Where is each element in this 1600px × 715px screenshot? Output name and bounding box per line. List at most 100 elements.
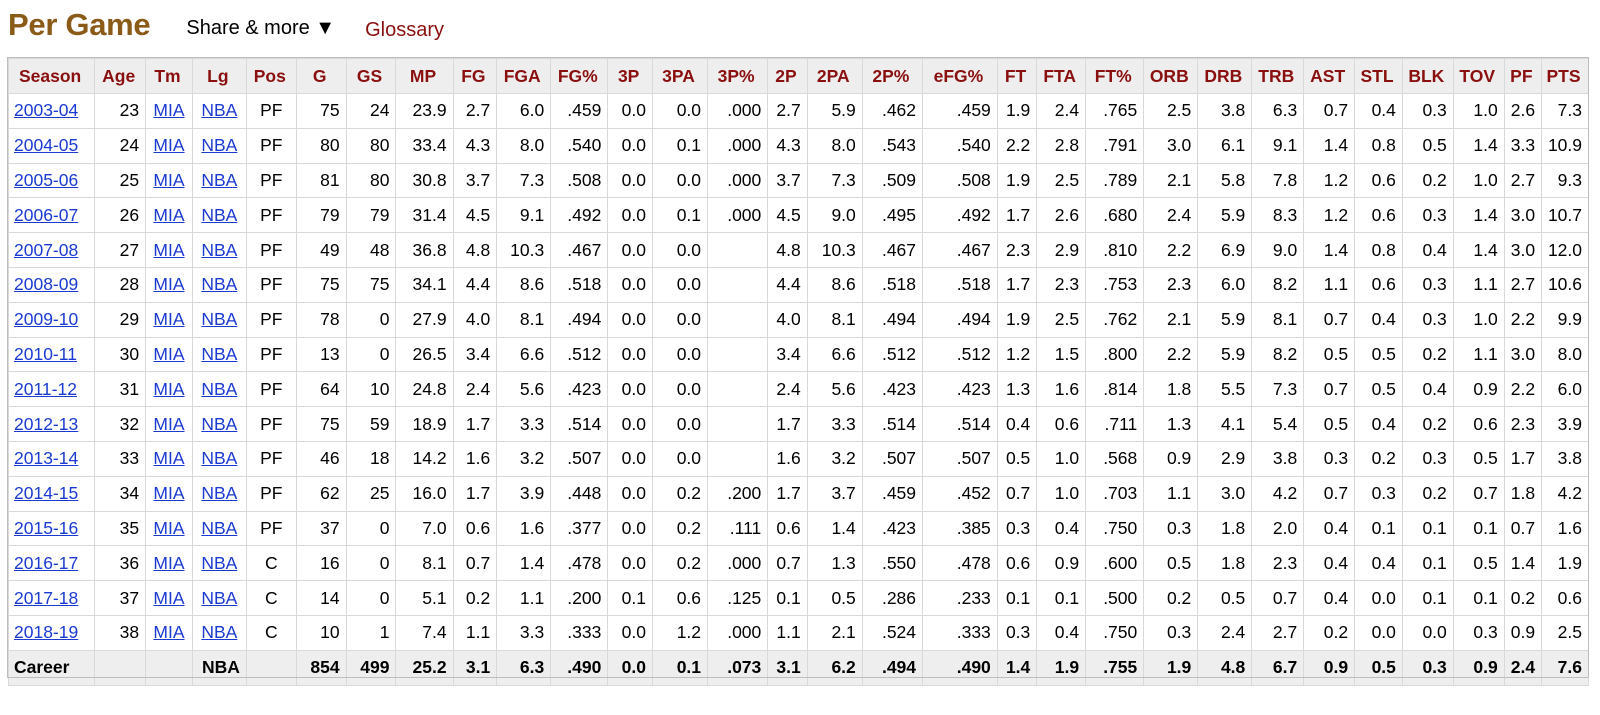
column-header-ast[interactable]: AST xyxy=(1303,58,1356,94)
column-header-pf[interactable]: PF xyxy=(1503,58,1543,94)
column-header-orb[interactable]: ORB xyxy=(1143,58,1199,94)
cell-ft-pct: .750 xyxy=(1085,510,1145,547)
team-link[interactable]: MIA xyxy=(153,274,185,295)
team-link[interactable]: MIA xyxy=(153,309,185,330)
team-link[interactable]: MIA xyxy=(153,343,185,364)
team-link[interactable]: MIA xyxy=(153,413,185,434)
cell-stl: 0.5 xyxy=(1354,336,1403,373)
cell-g: 37 xyxy=(295,510,347,547)
season-link[interactable]: 2008-09 xyxy=(14,274,79,295)
column-header-fg[interactable]: FG xyxy=(452,58,498,94)
column-header-2p-pct[interactable]: 2P% xyxy=(861,58,924,94)
cell-tm: MIA xyxy=(145,336,193,373)
season-link[interactable]: 2012-13 xyxy=(14,413,79,434)
season-link[interactable]: 2004-05 xyxy=(14,135,79,156)
column-header-season[interactable]: Season xyxy=(7,58,96,94)
team-link[interactable]: MIA xyxy=(153,204,185,225)
cell-tov: 1.0 xyxy=(1452,93,1505,129)
league-link[interactable]: NBA xyxy=(201,135,238,156)
season-link[interactable]: 2006-07 xyxy=(14,204,79,225)
league-link[interactable]: NBA xyxy=(201,343,238,364)
cell-pf: 1.8 xyxy=(1503,475,1543,512)
team-link[interactable]: MIA xyxy=(153,622,185,643)
league-link[interactable]: NBA xyxy=(201,483,238,504)
glossary-link[interactable]: Glossary xyxy=(365,18,445,41)
season-link[interactable]: 2013-14 xyxy=(14,448,79,469)
column-header-pts[interactable]: PTS xyxy=(1541,58,1589,94)
team-link[interactable]: MIA xyxy=(153,587,185,608)
team-link[interactable]: MIA xyxy=(153,100,185,121)
column-header-mp[interactable]: MP xyxy=(395,58,454,94)
league-link[interactable]: NBA xyxy=(201,413,238,434)
season-link[interactable]: 2010-11 xyxy=(14,343,77,364)
cell-tm: MIA xyxy=(145,440,193,477)
cell-ast: 0.7 xyxy=(1303,371,1356,408)
league-link[interactable]: NBA xyxy=(201,274,238,295)
league-link[interactable]: NBA xyxy=(201,378,238,399)
column-header-lg[interactable]: Lg xyxy=(191,58,247,94)
team-link[interactable]: MIA xyxy=(153,517,185,538)
league-link[interactable]: NBA xyxy=(201,517,238,538)
season-link[interactable]: 2017-18 xyxy=(14,587,79,608)
column-header-2p[interactable]: 2P xyxy=(767,58,808,94)
team-link[interactable]: MIA xyxy=(153,378,185,399)
cell-gs: 0 xyxy=(345,580,397,616)
column-header-fga[interactable]: FGA xyxy=(496,58,552,94)
league-link[interactable]: NBA xyxy=(201,169,238,190)
team-link[interactable]: MIA xyxy=(153,448,185,469)
column-header-tov[interactable]: TOV xyxy=(1452,58,1505,94)
season-link[interactable]: 2016-17 xyxy=(14,552,79,573)
column-header-blk[interactable]: BLK xyxy=(1401,58,1454,94)
team-link[interactable]: MIA xyxy=(153,483,185,504)
cell-fta: 2.5 xyxy=(1036,162,1087,199)
column-header-3pa[interactable]: 3PA xyxy=(651,58,709,94)
column-header-trb[interactable]: TRB xyxy=(1251,58,1305,94)
column-header-tm[interactable]: Tm xyxy=(145,58,193,94)
column-header-3p[interactable]: 3P xyxy=(607,58,653,94)
season-link[interactable]: 2011-12 xyxy=(14,378,77,399)
season-link[interactable]: 2014-15 xyxy=(14,483,79,504)
column-header-pos[interactable]: Pos xyxy=(245,58,297,94)
league-link[interactable]: NBA xyxy=(201,448,238,469)
cell-fta: 1.0 xyxy=(1036,440,1087,477)
column-header-efg-pct[interactable]: eFG% xyxy=(922,58,998,94)
cell-2p-pct: .423 xyxy=(861,371,924,408)
league-link[interactable]: NBA xyxy=(201,204,238,225)
season-link[interactable]: 2015-16 xyxy=(14,517,79,538)
team-link[interactable]: MIA xyxy=(153,552,185,573)
team-link[interactable]: MIA xyxy=(153,135,185,156)
cell-mp: 18.9 xyxy=(395,406,454,442)
league-link[interactable]: NBA xyxy=(201,309,238,330)
cell-ft-pct: .810 xyxy=(1085,232,1145,268)
column-header-g[interactable]: G xyxy=(295,58,347,94)
league-link[interactable]: NBA xyxy=(201,622,238,643)
column-header-gs[interactable]: GS xyxy=(345,58,397,94)
team-link[interactable]: MIA xyxy=(153,239,185,260)
season-link[interactable]: 2005-06 xyxy=(14,169,79,190)
league-link[interactable]: NBA xyxy=(201,552,238,573)
cell-pos: PF xyxy=(245,127,297,164)
column-header-ft[interactable]: FT xyxy=(996,58,1038,94)
season-link[interactable]: 2007-08 xyxy=(14,239,79,260)
column-header-3p-pct[interactable]: 3P% xyxy=(707,58,769,94)
column-header-fg-pct[interactable]: FG% xyxy=(550,58,609,94)
season-link[interactable]: 2018-19 xyxy=(14,622,79,643)
cell-gs: 24 xyxy=(345,93,397,129)
season-link[interactable]: 2003-04 xyxy=(14,100,79,121)
column-header-age[interactable]: Age xyxy=(94,58,147,94)
column-header-ft-pct[interactable]: FT% xyxy=(1085,58,1145,94)
column-header-fta[interactable]: FTA xyxy=(1036,58,1087,94)
season-link[interactable]: 2009-10 xyxy=(14,309,79,330)
league-link[interactable]: NBA xyxy=(201,100,238,121)
cell-g: 16 xyxy=(295,545,347,582)
team-link[interactable]: MIA xyxy=(153,169,185,190)
share-more-menu[interactable]: Share & more ▼ xyxy=(186,16,336,39)
cell-gs: 1 xyxy=(345,614,397,651)
career-cell-season: Career xyxy=(7,649,96,686)
column-header-2pa[interactable]: 2PA xyxy=(806,58,863,94)
column-header-stl[interactable]: STL xyxy=(1354,58,1403,94)
league-link[interactable]: NBA xyxy=(201,587,238,608)
column-header-drb[interactable]: DRB xyxy=(1197,58,1253,94)
cell-2pa: 1.4 xyxy=(806,510,863,547)
league-link[interactable]: NBA xyxy=(201,239,238,260)
